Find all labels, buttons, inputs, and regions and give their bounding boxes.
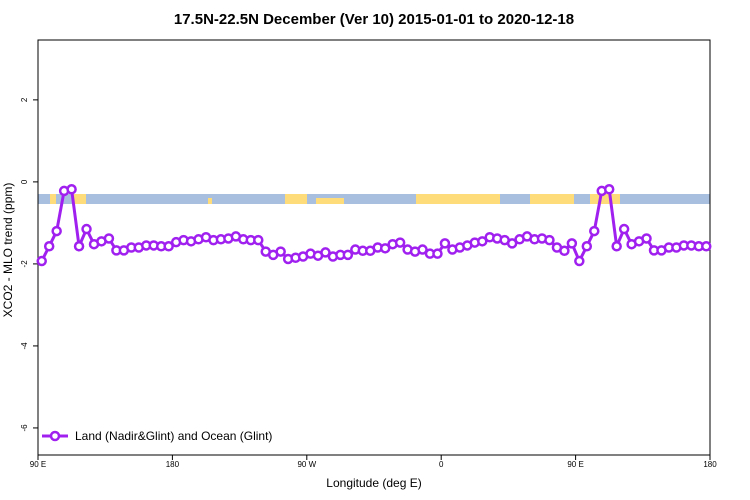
data-point (603, 184, 615, 195)
data-point (73, 241, 85, 252)
land-strip (590, 194, 620, 204)
y-tick-label: 2 (20, 97, 29, 102)
land-strip (316, 198, 344, 204)
land-strip (416, 194, 500, 204)
y-tick-label: -4 (20, 342, 29, 350)
data-point (618, 223, 630, 235)
data-point (163, 241, 174, 252)
x-axis-label: Longitude (deg E) (326, 476, 421, 490)
x-tick-label: 90 E (30, 460, 46, 469)
data-point (439, 238, 451, 249)
data-point (379, 243, 391, 254)
data-point (506, 238, 518, 249)
x-tick-label: 0 (439, 460, 444, 469)
y-axis-label: XCO2 - MLO trend (ppm) (1, 183, 15, 318)
data-point (342, 249, 354, 261)
land-strip (72, 194, 86, 204)
legend-label: Land (Nadir&Glint) and Ocean (Glint) (75, 429, 272, 443)
data-point (574, 255, 585, 267)
data-point (36, 255, 47, 267)
land-strip (530, 194, 574, 204)
data-point (81, 223, 92, 235)
data-point (394, 237, 406, 248)
data-point (477, 236, 488, 247)
data-point (253, 234, 264, 246)
y-tick-label: -2 (20, 260, 29, 268)
y-tick-label: -6 (20, 424, 29, 432)
data-point (544, 234, 555, 246)
land-ocean-strip (38, 194, 710, 204)
data-point (275, 246, 286, 257)
data-point (611, 241, 622, 252)
data-point (43, 241, 55, 252)
data-point (581, 241, 593, 252)
chart-title: 17.5N-22.5N December (Ver 10) 2015-01-01… (174, 11, 574, 28)
data-point (589, 225, 600, 237)
legend: Land (Nadir&Glint) and Ocean (Glint) (42, 429, 272, 443)
land-strip (285, 194, 307, 204)
x-tick-label: 180 (703, 460, 717, 469)
legend-marker (49, 430, 61, 442)
x-tick-label: 180 (166, 460, 180, 469)
data-point (566, 238, 578, 249)
data-point (701, 241, 712, 252)
y-tick-label: 0 (20, 179, 29, 184)
data-point (66, 184, 77, 195)
data-point (641, 233, 652, 244)
x-tick-label: 90 W (297, 460, 316, 469)
land-strip (50, 194, 56, 204)
data-point (51, 225, 62, 237)
data-point (432, 248, 443, 259)
data-point (320, 247, 331, 258)
x-tick-label: 90 E (567, 460, 583, 469)
ocean-strip (38, 194, 710, 204)
data-point (417, 244, 428, 255)
land-strip (208, 198, 212, 204)
data-point (103, 233, 115, 244)
data-point (559, 245, 570, 257)
